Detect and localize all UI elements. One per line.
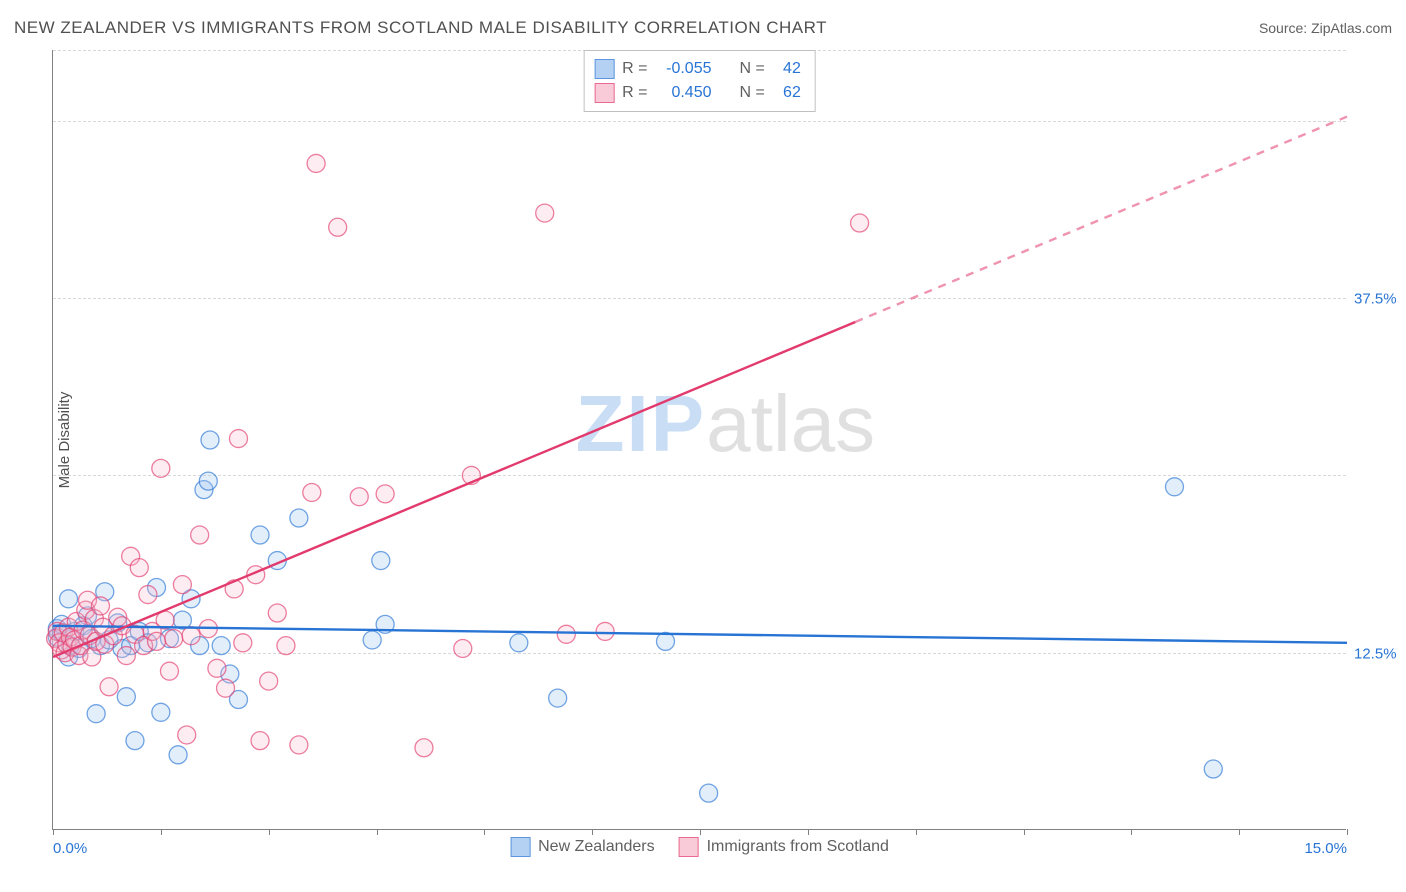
chart-title: NEW ZEALANDER VS IMMIGRANTS FROM SCOTLAN… — [14, 18, 827, 38]
scatter-point-scot — [454, 639, 472, 657]
scatter-point-scot — [596, 622, 614, 640]
scatter-svg — [53, 50, 1346, 829]
swatch-icon — [679, 837, 699, 857]
trend-line-dashed-scot — [855, 117, 1347, 322]
x-tick-label: 0.0% — [53, 840, 87, 857]
n-value: 42 — [773, 57, 801, 81]
scatter-point-nz — [700, 784, 718, 802]
y-tick-label: 12.5% — [1354, 645, 1404, 662]
x-tick-label: 15.0% — [1304, 840, 1347, 857]
x-tick — [592, 829, 593, 835]
scatter-point-scot — [178, 726, 196, 744]
series-legend: New Zealanders Immigrants from Scotland — [510, 837, 889, 857]
swatch-icon — [594, 59, 614, 79]
scatter-point-nz — [290, 509, 308, 527]
scatter-point-scot — [277, 637, 295, 655]
x-tick — [1024, 829, 1025, 835]
scatter-point-nz — [87, 705, 105, 723]
r-label: R = — [622, 81, 647, 105]
swatch-icon — [510, 837, 530, 857]
r-value: -0.055 — [656, 57, 712, 81]
scatter-point-scot — [376, 485, 394, 503]
x-tick — [377, 829, 378, 835]
scatter-point-scot — [268, 604, 286, 622]
scatter-point-scot — [130, 559, 148, 577]
legend-item-scot: Immigrants from Scotland — [679, 837, 889, 857]
scatter-point-scot — [100, 678, 118, 696]
source-prefix: Source: — [1259, 20, 1311, 36]
scatter-point-scot — [173, 576, 191, 594]
r-label: R = — [622, 57, 647, 81]
legend-label: New Zealanders — [538, 838, 655, 856]
scatter-point-scot — [217, 679, 235, 697]
scatter-point-nz — [117, 688, 135, 706]
r-value: 0.450 — [656, 81, 712, 105]
scatter-point-scot — [165, 630, 183, 648]
scatter-point-scot — [182, 627, 200, 645]
x-tick — [484, 829, 485, 835]
x-tick — [1347, 829, 1348, 835]
scatter-point-scot — [91, 597, 109, 615]
trend-line-scot — [53, 322, 855, 657]
swatch-icon — [594, 83, 614, 103]
scatter-point-nz — [363, 631, 381, 649]
scatter-point-scot — [290, 736, 308, 754]
scatter-point-nz — [199, 472, 217, 490]
scatter-point-scot — [251, 732, 269, 750]
chart-header: NEW ZEALANDER VS IMMIGRANTS FROM SCOTLAN… — [14, 18, 1392, 38]
scatter-point-scot — [139, 586, 157, 604]
n-label: N = — [740, 57, 765, 81]
scatter-point-scot — [160, 662, 178, 680]
scatter-point-nz — [1165, 478, 1183, 496]
x-tick — [700, 829, 701, 835]
scatter-point-scot — [415, 739, 433, 757]
legend-label: Immigrants from Scotland — [707, 838, 889, 856]
scatter-point-scot — [851, 214, 869, 232]
x-tick — [269, 829, 270, 835]
scatter-point-nz — [201, 431, 219, 449]
x-tick — [161, 829, 162, 835]
scatter-point-scot — [229, 430, 247, 448]
scatter-point-nz — [1204, 760, 1222, 778]
scatter-point-scot — [191, 526, 209, 544]
source-name: ZipAtlas.com — [1311, 20, 1392, 36]
scatter-point-scot — [260, 672, 278, 690]
scatter-point-nz — [372, 552, 390, 570]
scatter-point-nz — [126, 732, 144, 750]
x-tick — [808, 829, 809, 835]
scatter-point-scot — [536, 204, 554, 222]
legend-item-nz: New Zealanders — [510, 837, 655, 857]
scatter-point-scot — [148, 632, 166, 650]
scatter-point-nz — [549, 689, 567, 707]
chart-plot-area: Male Disability 12.5%37.5% 0.0%15.0% ZIP… — [52, 50, 1346, 830]
scatter-point-scot — [329, 218, 347, 236]
scatter-point-scot — [234, 634, 252, 652]
x-tick — [53, 829, 54, 835]
stats-row-nz: R = -0.055 N = 42 — [594, 57, 801, 81]
scatter-point-scot — [307, 154, 325, 172]
scatter-point-scot — [350, 488, 368, 506]
y-tick-label: 37.5% — [1354, 291, 1404, 308]
stats-legend: R = -0.055 N = 42 R = 0.450 N = 62 — [583, 50, 816, 112]
x-tick — [1131, 829, 1132, 835]
x-tick — [1239, 829, 1240, 835]
scatter-point-nz — [510, 634, 528, 652]
scatter-point-nz — [251, 526, 269, 544]
stats-row-scot: R = 0.450 N = 62 — [594, 81, 801, 105]
scatter-point-nz — [169, 746, 187, 764]
scatter-point-scot — [117, 647, 135, 665]
scatter-point-scot — [208, 659, 226, 677]
scatter-point-nz — [212, 637, 230, 655]
scatter-point-scot — [557, 625, 575, 643]
n-label: N = — [740, 81, 765, 105]
x-tick — [916, 829, 917, 835]
scatter-point-nz — [152, 703, 170, 721]
scatter-point-scot — [152, 459, 170, 477]
chart-source: Source: ZipAtlas.com — [1259, 20, 1392, 36]
n-value: 62 — [773, 81, 801, 105]
scatter-point-nz — [60, 590, 78, 608]
scatter-point-scot — [303, 483, 321, 501]
